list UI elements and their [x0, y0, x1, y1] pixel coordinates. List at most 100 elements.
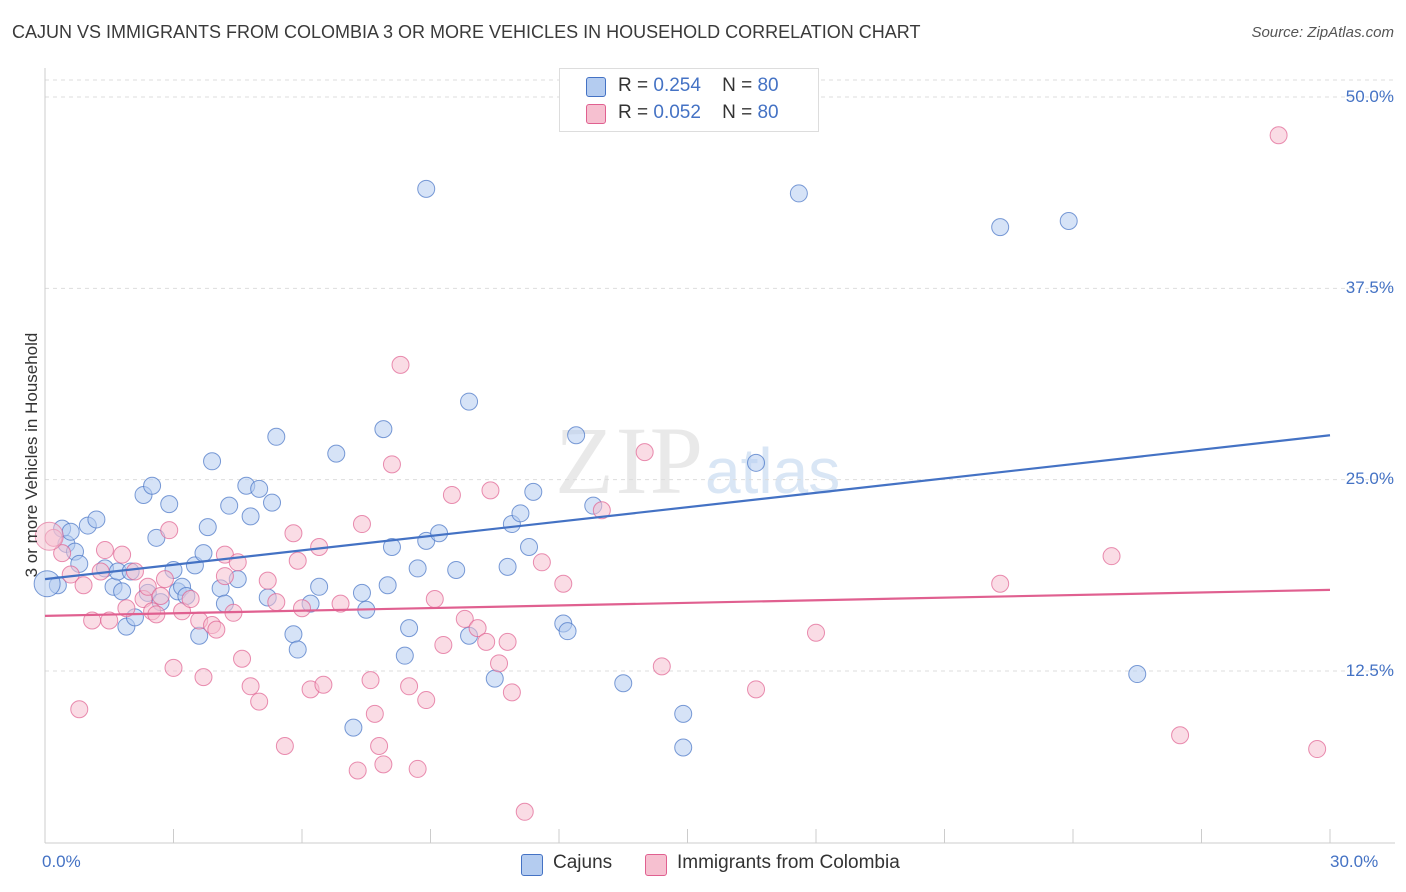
colombia-point [258, 571, 277, 590]
colombia-point [95, 541, 114, 560]
cajun-point [395, 646, 414, 665]
x-tick-label: 30.0% [1330, 852, 1379, 871]
y-tick-label: 50.0% [1345, 87, 1394, 106]
cajun-point [558, 622, 577, 641]
y-tick-label: 12.5% [1345, 661, 1394, 680]
cajun-point [498, 557, 517, 576]
colombia-point [125, 562, 144, 581]
colombia-point [233, 649, 252, 668]
colombia-point [455, 609, 474, 628]
cajun-point [447, 560, 466, 579]
cajun-point [310, 577, 329, 596]
colombia-point [490, 654, 509, 673]
colombia-point [293, 599, 311, 618]
colombia-point [250, 692, 269, 711]
cajun-point [327, 444, 346, 463]
legend-label-cajuns: Cajuns [553, 852, 613, 873]
cajun-point [614, 674, 633, 693]
colombia-point [554, 574, 573, 593]
colombia-point [241, 677, 260, 696]
colombia-point [173, 602, 192, 621]
colombia-point [1102, 547, 1121, 566]
cajun-point [1128, 665, 1147, 684]
colombia-point [275, 736, 294, 755]
colombia-point [284, 524, 303, 543]
colombia-point [400, 677, 419, 696]
zipatlas-watermark: ZIPatlas [555, 405, 840, 516]
cajun-point [991, 218, 1010, 237]
colombia-point [498, 632, 517, 651]
colombia-point [151, 586, 170, 605]
colombia-point [807, 623, 825, 642]
colombia-point [408, 759, 427, 778]
cajun-point [1059, 211, 1078, 230]
cajun-point [485, 669, 504, 688]
cajun-point [460, 392, 479, 411]
colombia-point [391, 355, 410, 374]
colombia-point [382, 455, 401, 474]
colombia-point [331, 594, 350, 613]
cajun-point [378, 576, 397, 595]
cajun-swatch [586, 77, 606, 97]
cajun-point [198, 518, 217, 537]
cajun-point [87, 510, 106, 529]
y-tick-label: 37.5% [1345, 278, 1394, 297]
cajun-point [203, 452, 222, 471]
colombia-point [515, 802, 534, 821]
colombia-point [314, 675, 333, 694]
cajun-point [524, 482, 543, 501]
colombia-point [207, 620, 226, 639]
colombia-point [425, 590, 444, 609]
colombia-point [442, 485, 461, 504]
cajun-point [382, 537, 401, 556]
colombia-point [53, 544, 72, 563]
colombia-point [468, 619, 487, 638]
colombia-point [215, 567, 234, 586]
colombia-point [1171, 726, 1190, 745]
colombia-point [164, 658, 183, 677]
cajun-point [400, 619, 419, 638]
cajun-point [352, 583, 371, 602]
colombia-point [1269, 126, 1288, 145]
cajun-point [241, 507, 260, 526]
colombia-point [417, 691, 436, 710]
colombia-point [288, 551, 307, 570]
x-tick-label: 0.0% [42, 852, 81, 871]
colombia-point [434, 635, 453, 654]
colombia-point [592, 501, 611, 520]
cajun-point [61, 522, 80, 541]
watermark-zip: ZIP [555, 407, 705, 514]
colombia-point [34, 521, 64, 551]
colombia-point [267, 593, 286, 612]
cajun-point [374, 420, 393, 439]
cajun-point [747, 453, 766, 472]
colombia-trend-line [44, 588, 1331, 617]
colombia-point [991, 574, 1010, 593]
colombia-point [502, 683, 521, 702]
cajun-point [160, 495, 179, 514]
y-axis-label: 3 or more Vehicles in Household [22, 332, 41, 578]
colombia-point [635, 443, 654, 462]
correlation-legend: R = 0.254 N = 80 R = 0.052 N = 80 [559, 68, 819, 132]
source-label: Source: ZipAtlas.com [1251, 24, 1394, 41]
chart-title: CAJUN VS IMMIGRANTS FROM COLOMBIA 3 OR M… [12, 22, 921, 42]
colombia-point [138, 577, 157, 596]
colombia-point [352, 515, 371, 534]
colombia-point [365, 704, 384, 723]
colombia-point [113, 545, 132, 564]
cajun-point [220, 496, 239, 515]
cajun-trend-line [44, 434, 1331, 581]
colombia-swatch [586, 104, 606, 124]
colombia-point [348, 761, 367, 780]
cajun-point [430, 524, 449, 543]
colombia-point [100, 611, 119, 630]
cajun-point [674, 738, 693, 757]
colombia-point [374, 755, 393, 774]
colombia-point [370, 736, 389, 755]
cajun-point [267, 427, 286, 446]
cajun-point [417, 179, 436, 198]
cajun-point [113, 582, 132, 601]
colombia-point [477, 632, 496, 651]
cajun-point [408, 559, 427, 578]
